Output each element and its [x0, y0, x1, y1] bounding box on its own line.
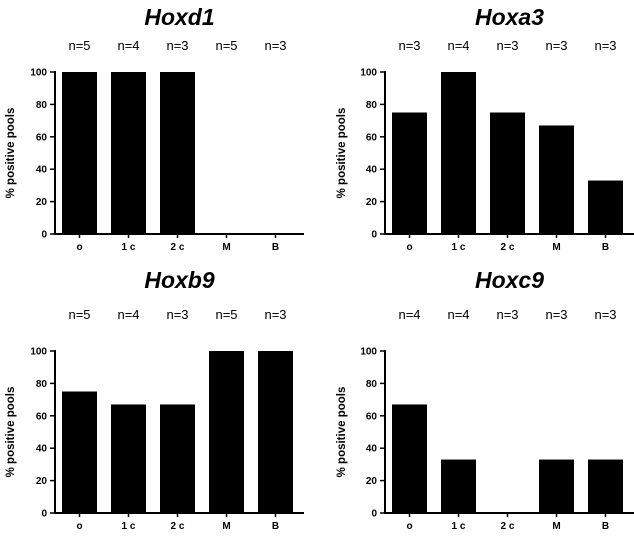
x-tick-label: o — [406, 242, 412, 253]
bar-2c — [490, 112, 525, 234]
bar-B — [258, 351, 293, 513]
sample-size-label: n=3 — [264, 307, 286, 322]
y-tick-label: 40 — [366, 165, 378, 176]
sample-size-label: n=5 — [215, 38, 237, 53]
bar-o — [62, 72, 97, 234]
sample-size-label: n=4 — [447, 307, 469, 322]
y-tick-label: 60 — [36, 411, 48, 422]
sample-size-label: n=3 — [496, 307, 518, 322]
chart-panel-4: Hoxc9 % positive pools 0 20 40 60 80 100 o n=4 1 c… — [336, 267, 634, 532]
bar-1c — [111, 72, 146, 234]
x-tick-label: M — [222, 521, 230, 532]
x-tick-label: 1 c — [122, 242, 136, 253]
y-tick-label: 100 — [360, 68, 377, 79]
x-tick-label: 2 c — [501, 242, 515, 253]
y-tick-label: 100 — [360, 347, 377, 358]
bar-o — [392, 404, 427, 513]
sample-size-label: n=4 — [447, 38, 469, 53]
x-tick-label: M — [552, 521, 560, 532]
y-tick-label: 60 — [366, 411, 378, 422]
x-tick-label: B — [602, 521, 609, 532]
x-tick-label: B — [272, 242, 279, 253]
y-tick-label: 80 — [366, 100, 378, 111]
y-tick-label: 40 — [36, 165, 48, 176]
bar-M — [539, 125, 574, 234]
chart-panel-2: Hoxa3 % positive pools 0 20 40 60 80 100 o n=3 1 c… — [336, 4, 634, 253]
chart-title: Hoxc9 — [475, 267, 544, 293]
x-tick-label: 1 c — [452, 242, 466, 253]
chart-panel-3: Hoxb9 % positive pools 0 20 40 60 80 100 o n=5 1 c… — [5, 267, 304, 532]
y-axis-label: % positive pools — [336, 387, 348, 478]
y-tick-label: 20 — [366, 476, 378, 487]
x-tick-label: 2 c — [171, 521, 185, 532]
sample-size-label: n=5 — [68, 38, 90, 53]
y-tick-label: 20 — [36, 197, 48, 208]
y-tick-label: 80 — [366, 379, 378, 390]
y-tick-label: 40 — [366, 444, 378, 455]
bar-M — [539, 459, 574, 513]
sample-size-label: n=5 — [68, 307, 90, 322]
sample-size-label: n=4 — [398, 307, 420, 322]
x-tick-label: 1 c — [122, 521, 136, 532]
x-tick-label: o — [76, 521, 82, 532]
sample-size-label: n=3 — [545, 307, 567, 322]
y-tick-label: 100 — [30, 68, 47, 79]
y-axis-label: % positive pools — [5, 387, 17, 478]
y-tick-label: 20 — [36, 476, 48, 487]
sample-size-label: n=3 — [166, 307, 188, 322]
chart-panel-1: Hoxd1 % positive pools 0 20 40 60 80 100 o n=5 1 c… — [5, 4, 304, 253]
x-tick-label: M — [222, 242, 230, 253]
y-axis-label: % positive pools — [336, 108, 348, 199]
chart-title: Hoxd1 — [144, 4, 214, 30]
bar-o — [392, 112, 427, 234]
chart-title: Hoxa3 — [475, 4, 544, 30]
sample-size-label: n=3 — [496, 38, 518, 53]
bar-1c — [111, 404, 146, 513]
sample-size-label: n=3 — [545, 38, 567, 53]
sample-size-label: n=3 — [594, 307, 616, 322]
sample-size-label: n=5 — [215, 307, 237, 322]
x-tick-label: 2 c — [171, 242, 185, 253]
y-tick-label: 80 — [36, 379, 48, 390]
x-tick-label: o — [406, 521, 412, 532]
y-tick-label: 0 — [371, 230, 377, 241]
y-tick-label: 80 — [36, 100, 48, 111]
x-tick-label: 1 c — [452, 521, 466, 532]
bar-B — [588, 459, 623, 513]
sample-size-label: n=4 — [117, 38, 139, 53]
x-tick-label: B — [272, 521, 279, 532]
sample-size-label: n=3 — [166, 38, 188, 53]
sample-size-label: n=3 — [264, 38, 286, 53]
bar-o — [62, 391, 97, 513]
x-tick-label: o — [76, 242, 82, 253]
y-tick-label: 60 — [366, 132, 378, 143]
bar-1c — [441, 459, 476, 513]
chart-title: Hoxb9 — [144, 267, 215, 293]
bar-2c — [160, 72, 195, 234]
y-axis-label: % positive pools — [5, 108, 17, 199]
bar-B — [588, 180, 623, 234]
x-tick-label: 2 c — [501, 521, 515, 532]
y-tick-label: 0 — [41, 230, 47, 241]
bar-1c — [441, 72, 476, 234]
y-tick-label: 0 — [41, 509, 47, 520]
sample-size-label: n=3 — [594, 38, 616, 53]
y-tick-label: 60 — [36, 132, 48, 143]
bar-2c — [160, 404, 195, 513]
y-tick-label: 40 — [36, 444, 48, 455]
x-tick-label: M — [552, 242, 560, 253]
y-tick-label: 0 — [371, 509, 377, 520]
sample-size-label: n=3 — [398, 38, 420, 53]
sample-size-label: n=4 — [117, 307, 139, 322]
y-tick-label: 100 — [30, 347, 47, 358]
y-tick-label: 20 — [366, 197, 378, 208]
x-tick-label: B — [602, 242, 609, 253]
bar-M — [209, 351, 244, 513]
